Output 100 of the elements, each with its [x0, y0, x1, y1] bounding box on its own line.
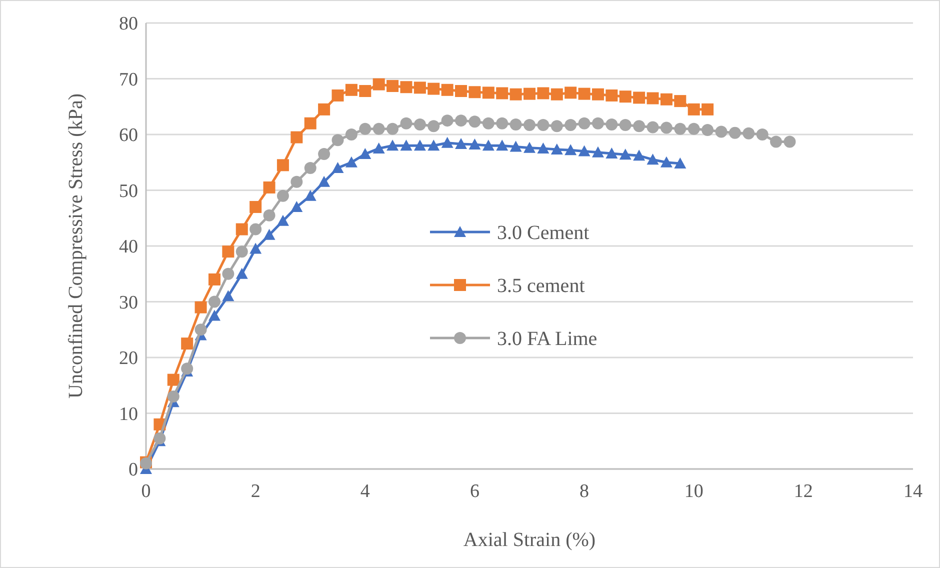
point	[250, 200, 262, 213]
point	[524, 142, 536, 153]
point	[276, 214, 289, 226]
point	[428, 120, 440, 132]
point	[510, 118, 522, 130]
point	[263, 228, 276, 240]
x-axis-title: Axial Strain (%)	[463, 529, 596, 551]
legend-label: 3.5 cement	[497, 275, 586, 297]
point	[400, 117, 412, 130]
point	[633, 150, 646, 161]
point	[646, 154, 659, 165]
y-tick-label: 10	[119, 404, 138, 425]
point	[304, 117, 316, 130]
point	[524, 88, 536, 100]
point	[455, 85, 468, 98]
point	[606, 89, 618, 102]
point	[455, 138, 468, 149]
point	[318, 103, 330, 116]
point	[414, 118, 426, 130]
point	[263, 181, 276, 194]
point	[276, 159, 289, 172]
point	[318, 148, 330, 160]
point	[674, 122, 686, 135]
point	[386, 140, 399, 151]
point	[482, 140, 494, 151]
point	[414, 140, 426, 151]
point	[332, 134, 344, 146]
point	[564, 119, 577, 132]
point	[592, 88, 604, 100]
point	[208, 310, 220, 321]
point	[386, 80, 399, 92]
point	[167, 390, 180, 403]
x-tick-label: 12	[794, 481, 813, 502]
point	[236, 246, 248, 258]
point	[633, 92, 646, 104]
point	[208, 296, 220, 308]
y-tick-label: 70	[119, 69, 138, 90]
y-tick-label: 50	[119, 180, 138, 202]
point	[304, 190, 316, 201]
point	[496, 87, 508, 100]
point	[619, 119, 632, 132]
point	[728, 126, 741, 139]
point	[619, 148, 632, 160]
point	[263, 209, 276, 222]
point	[550, 120, 563, 132]
point	[345, 156, 358, 168]
point	[290, 131, 303, 144]
point	[441, 136, 454, 148]
point	[537, 119, 550, 132]
point	[606, 118, 618, 130]
point	[208, 273, 220, 286]
point	[290, 176, 303, 188]
x-tick-label: 0	[141, 481, 151, 502]
legend-label: 3.0 Cement	[497, 222, 590, 244]
point	[633, 120, 646, 132]
x-tick-label: 4	[360, 481, 370, 502]
point	[482, 117, 494, 130]
point	[578, 88, 590, 100]
point	[359, 148, 372, 160]
point	[222, 290, 234, 302]
point	[386, 122, 399, 135]
point	[414, 82, 426, 94]
point	[359, 122, 372, 135]
point	[318, 176, 330, 187]
point	[236, 268, 248, 279]
point	[646, 121, 659, 134]
point	[660, 122, 672, 134]
point	[578, 145, 590, 156]
point	[250, 242, 262, 254]
y-tick-label: 80	[119, 14, 138, 35]
point	[154, 432, 166, 444]
point	[468, 86, 481, 98]
y-tick-label: 20	[119, 348, 138, 370]
point	[194, 301, 207, 314]
point	[688, 122, 700, 135]
point	[332, 162, 344, 173]
point	[688, 103, 700, 116]
point	[428, 82, 440, 95]
point	[660, 156, 672, 168]
point	[482, 86, 494, 99]
point	[674, 95, 686, 108]
point	[400, 140, 412, 151]
point	[455, 114, 468, 127]
point	[715, 126, 728, 138]
point	[400, 81, 412, 94]
point	[592, 117, 604, 130]
point	[194, 324, 207, 336]
point	[222, 246, 234, 258]
point	[742, 127, 755, 140]
legend-label: 3.0 FA Lime	[497, 328, 598, 350]
y-tick-label: 30	[119, 292, 138, 314]
point	[646, 92, 659, 104]
point	[372, 122, 385, 135]
point	[578, 117, 590, 130]
point	[290, 200, 303, 212]
x-tick-label: 14	[904, 481, 923, 502]
point	[702, 103, 714, 116]
point	[345, 128, 358, 140]
point	[250, 223, 262, 236]
point	[550, 144, 563, 155]
